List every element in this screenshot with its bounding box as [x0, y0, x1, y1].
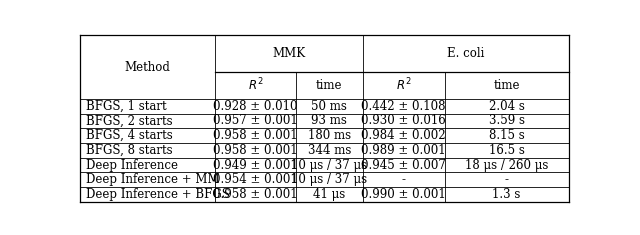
- Text: $R^2$: $R^2$: [248, 77, 263, 94]
- Text: 0.984 ± 0.002: 0.984 ± 0.002: [362, 129, 446, 142]
- Text: 0.990 ± 0.001: 0.990 ± 0.001: [361, 188, 446, 201]
- Text: BFGS, 4 starts: BFGS, 4 starts: [86, 129, 173, 142]
- Text: 0.957 ± 0.001: 0.957 ± 0.001: [213, 114, 298, 127]
- Text: -: -: [402, 173, 406, 186]
- Text: $R^2$: $R^2$: [396, 77, 412, 94]
- Text: 41 μs: 41 μs: [313, 188, 346, 201]
- Text: 0.958 ± 0.001: 0.958 ± 0.001: [213, 188, 298, 201]
- Text: BFGS, 2 starts: BFGS, 2 starts: [86, 114, 173, 127]
- Text: 0.928 ± 0.010: 0.928 ± 0.010: [213, 100, 298, 113]
- Text: 0.949 ± 0.001: 0.949 ± 0.001: [213, 159, 298, 172]
- Text: 3.59 s: 3.59 s: [488, 114, 525, 127]
- Text: -: -: [504, 173, 509, 186]
- Text: E. coli: E. coli: [447, 47, 484, 60]
- Text: 344 ms: 344 ms: [308, 144, 351, 157]
- Text: 2.04 s: 2.04 s: [488, 100, 525, 113]
- Text: 8.15 s: 8.15 s: [489, 129, 524, 142]
- Text: 10 μs / 37 μs: 10 μs / 37 μs: [291, 173, 367, 186]
- Text: 10 μs / 37 μs: 10 μs / 37 μs: [291, 159, 367, 172]
- Text: 0.989 ± 0.001: 0.989 ± 0.001: [362, 144, 446, 157]
- Text: time: time: [493, 79, 520, 92]
- Text: 0.930 ± 0.016: 0.930 ± 0.016: [361, 114, 446, 127]
- Text: 180 ms: 180 ms: [308, 129, 351, 142]
- Text: 50 ms: 50 ms: [311, 100, 347, 113]
- Text: 16.5 s: 16.5 s: [488, 144, 525, 157]
- Text: 0.958 ± 0.001: 0.958 ± 0.001: [213, 144, 298, 157]
- Text: 0.442 ± 0.108: 0.442 ± 0.108: [362, 100, 446, 113]
- Text: 1.3 s: 1.3 s: [492, 188, 521, 201]
- Text: 0.958 ± 0.001: 0.958 ± 0.001: [213, 129, 298, 142]
- Text: MMK: MMK: [272, 47, 305, 60]
- Text: 0.945 ± 0.007: 0.945 ± 0.007: [361, 159, 446, 172]
- Text: Deep Inference + BFGS: Deep Inference + BFGS: [86, 188, 230, 201]
- Text: Deep Inference: Deep Inference: [86, 159, 178, 172]
- Text: Deep Inference + MM: Deep Inference + MM: [86, 173, 220, 186]
- Text: Method: Method: [125, 61, 170, 74]
- Text: BFGS, 8 starts: BFGS, 8 starts: [86, 144, 173, 157]
- Text: BFGS, 1 start: BFGS, 1 start: [86, 100, 166, 113]
- Text: 18 μs / 260 μs: 18 μs / 260 μs: [465, 159, 548, 172]
- Text: 93 ms: 93 ms: [311, 114, 347, 127]
- Text: time: time: [316, 79, 342, 92]
- Text: 0.954 ± 0.001: 0.954 ± 0.001: [213, 173, 298, 186]
